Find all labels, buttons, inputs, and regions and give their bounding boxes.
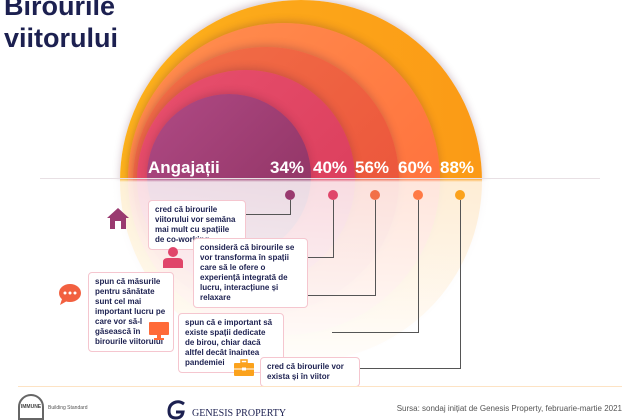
source-note: Sursa: sondaj inițiat de Genesis Propert… xyxy=(396,404,622,413)
genesis-logo-text: GENESIS PROPERTY xyxy=(192,408,287,419)
connector xyxy=(332,332,419,333)
connector xyxy=(375,200,376,296)
monitor-icon xyxy=(149,322,169,340)
percent-40: 40% xyxy=(313,158,348,177)
stat-box-88: cred că birourile vor exista și în viito… xyxy=(260,357,360,387)
percent-56: 56% xyxy=(355,158,390,177)
connector xyxy=(418,200,419,333)
percent-88: 88% xyxy=(440,158,475,177)
connector xyxy=(360,368,461,369)
stat-box-56: spun că măsurile pentru sănătate sunt ce… xyxy=(88,272,174,352)
connector xyxy=(460,200,461,369)
connector xyxy=(308,257,334,258)
percent-34: 34% xyxy=(270,158,305,177)
connector xyxy=(246,214,291,215)
dot-88 xyxy=(455,190,465,200)
briefcase-icon xyxy=(234,359,254,376)
house-icon xyxy=(107,208,129,229)
footer-divider xyxy=(18,386,622,387)
immune-subtitle: Building Standard xyxy=(48,405,88,411)
dot-60 xyxy=(413,190,423,200)
chat-icon xyxy=(59,284,81,305)
person-icon xyxy=(163,247,183,268)
page-title: Birourile viitorului xyxy=(4,0,118,53)
percent-60: 60% xyxy=(398,158,433,177)
stat-box-40: consideră că birourile se vor transforma… xyxy=(193,238,308,308)
immune-logo: IMMUNE xyxy=(18,394,44,420)
genesis-logo-icon xyxy=(167,400,185,420)
dot-56 xyxy=(370,190,380,200)
employees-label: Angajații xyxy=(148,158,220,177)
connector xyxy=(333,200,334,258)
connector xyxy=(290,200,291,215)
divider-line xyxy=(40,178,600,179)
dot-34 xyxy=(285,190,295,200)
dot-40 xyxy=(328,190,338,200)
